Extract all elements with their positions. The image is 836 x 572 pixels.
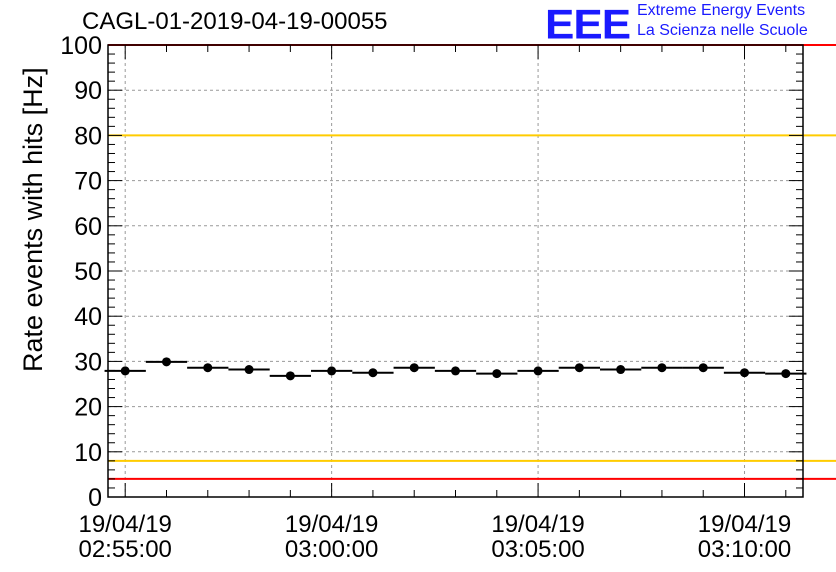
data-point: [533, 366, 543, 376]
y-tick-label: 10: [74, 439, 102, 467]
data-point: [657, 363, 667, 373]
x-tick-date-label: 19/04/19: [698, 511, 791, 538]
y-tick-label: 100: [60, 32, 102, 60]
data-point: [203, 363, 213, 373]
data-point: [161, 357, 171, 367]
data-point: [740, 368, 750, 378]
eee-logo: EEE: [545, 1, 631, 48]
data-point: [698, 363, 708, 373]
data-point: [781, 369, 791, 379]
data-point: [285, 371, 295, 381]
x-tick-time-label: 03:10:00: [698, 536, 791, 563]
logo-caption-line1: Extreme Energy Events: [637, 2, 806, 19]
x-tick-time-label: 02:55:00: [78, 536, 171, 563]
y-tick-label: 0: [88, 484, 102, 512]
data-point: [327, 366, 337, 376]
run-title: CAGL-01-2019-04-19-00055: [82, 8, 388, 35]
y-tick-label: 80: [74, 122, 102, 150]
data-point: [368, 368, 378, 378]
y-tick-label: 60: [74, 213, 102, 241]
data-point: [616, 365, 626, 375]
y-tick-label: 40: [74, 303, 102, 331]
y-tick-label: 50: [74, 258, 102, 286]
y-tick-label: 20: [74, 394, 102, 422]
x-tick-date-label: 19/04/19: [78, 511, 171, 538]
x-tick-time-label: 03:00:00: [285, 536, 378, 563]
y-tick-label: 70: [74, 168, 102, 196]
y-tick-label: 30: [74, 348, 102, 376]
data-point: [120, 366, 130, 376]
x-tick-date-label: 19/04/19: [285, 511, 378, 538]
y-tick-label: 90: [74, 77, 102, 105]
x-tick-time-label: 03:05:00: [491, 536, 584, 563]
x-tick-date-label: 19/04/19: [491, 511, 584, 538]
data-point: [492, 369, 502, 379]
data-point: [451, 366, 460, 376]
data-point: [244, 365, 254, 375]
data-point: [574, 363, 584, 373]
logo-caption-line2: La Scienza nelle Scuole: [637, 22, 808, 39]
y-axis-label: Rate events with hits [Hz]: [18, 67, 48, 372]
data-point: [409, 363, 419, 373]
